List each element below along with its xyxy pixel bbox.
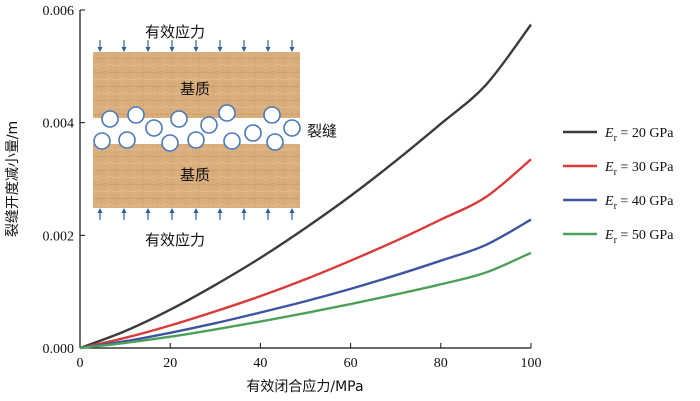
y-tick-label: 0.000 bbox=[43, 342, 75, 357]
pore-circle bbox=[283, 119, 301, 137]
matrix-label-bottom: 基质 bbox=[180, 166, 210, 184]
legend-eq: = bbox=[617, 194, 632, 209]
pore-circle bbox=[161, 134, 179, 152]
legend-value: 20 GPa bbox=[632, 126, 674, 141]
stress-arrows bbox=[97, 40, 295, 220]
arrow-head-bottom bbox=[265, 208, 271, 213]
x-axis-title: 有效闭合应力/MPa bbox=[246, 378, 363, 395]
fracture-pores bbox=[93, 104, 301, 152]
x-tick-label: 100 bbox=[521, 356, 542, 371]
arrow-head-top bbox=[121, 47, 127, 52]
arrow-head-top bbox=[97, 47, 103, 52]
matrix-block-bottom bbox=[93, 144, 300, 208]
matrix-block-top bbox=[93, 52, 300, 118]
arrow-head-top bbox=[289, 47, 295, 52]
pore-circle bbox=[127, 106, 145, 124]
x-tick-label: 60 bbox=[344, 356, 358, 371]
legend-label-2: Er = 40 GPa bbox=[604, 194, 674, 212]
series-line-1 bbox=[79, 158, 532, 350]
arrow-head-top bbox=[217, 47, 223, 52]
legend-eq: = bbox=[617, 160, 632, 175]
fracture-label: 裂缝 bbox=[307, 122, 337, 140]
x-tick-label: 20 bbox=[163, 356, 177, 371]
arrow-head-top bbox=[265, 47, 271, 52]
pore-circle bbox=[223, 132, 241, 150]
pore-circle bbox=[200, 116, 218, 134]
pore-circle bbox=[218, 104, 236, 122]
legend-symbol: E bbox=[604, 194, 614, 209]
pore-circle bbox=[145, 119, 163, 137]
x-tick-label: 0 bbox=[77, 356, 84, 371]
series-line-0 bbox=[79, 23, 532, 350]
axes bbox=[79, 10, 531, 349]
legend-eq: = bbox=[617, 126, 632, 141]
matrix-label-top: 基质 bbox=[180, 80, 210, 98]
arrow-head-bottom bbox=[97, 208, 103, 213]
legend-subscript: r bbox=[614, 167, 618, 178]
stress-label-top: 有效应力 bbox=[145, 23, 205, 41]
arrow-head-top bbox=[145, 47, 151, 52]
pore-circle bbox=[266, 133, 284, 151]
pore-circle bbox=[244, 124, 262, 142]
arrow-head-bottom bbox=[241, 208, 247, 213]
arrow-head-bottom bbox=[169, 208, 175, 213]
series-line-2 bbox=[79, 218, 532, 350]
legend-symbol: E bbox=[604, 160, 614, 175]
arrow-head-top bbox=[193, 47, 199, 52]
legend-subscript: r bbox=[614, 133, 618, 144]
legend-label-0: Er = 20 GPa bbox=[604, 126, 674, 144]
inset-schematic: 有效应力 基质 裂缝 基质 有效应力 bbox=[93, 23, 337, 249]
legend-label-3: Er = 50 GPa bbox=[604, 228, 674, 246]
y-tick-label: 0.002 bbox=[43, 229, 75, 244]
legend-value: 40 GPa bbox=[632, 194, 674, 209]
legend-label-1: Er = 30 GPa bbox=[604, 160, 674, 178]
y-tick-label: 0.004 bbox=[43, 117, 75, 132]
x-tick-label: 80 bbox=[434, 356, 448, 371]
series-line-3 bbox=[79, 251, 532, 350]
pore-circle bbox=[101, 110, 119, 128]
y-axis-title: 裂缝开度减小量/m bbox=[5, 121, 21, 237]
arrow-head-bottom bbox=[121, 208, 127, 213]
legend-subscript: r bbox=[614, 235, 618, 246]
x-tick-label: 40 bbox=[253, 356, 267, 371]
pore-circle bbox=[263, 106, 281, 124]
series-lines bbox=[79, 23, 532, 350]
y-tick-label: 0.006 bbox=[43, 4, 75, 19]
arrow-head-bottom bbox=[145, 208, 151, 213]
legend-value: 50 GPa bbox=[632, 228, 674, 243]
pore-circle bbox=[187, 131, 205, 149]
arrow-head-bottom bbox=[289, 208, 295, 213]
legend-value: 30 GPa bbox=[632, 160, 674, 175]
axis-ticks: 0 20 40 60 80 100 0.000 0.002 0.004 0.006 bbox=[43, 4, 542, 371]
stress-label-bottom: 有效应力 bbox=[145, 231, 205, 249]
arrow-head-bottom bbox=[217, 208, 223, 213]
arrow-head-bottom bbox=[193, 208, 199, 213]
pore-circle bbox=[170, 110, 188, 128]
legend-symbol: E bbox=[604, 228, 614, 243]
legend-subscript: r bbox=[614, 201, 618, 212]
arrow-head-top bbox=[241, 47, 247, 52]
pore-circle bbox=[118, 131, 136, 149]
legend-eq: = bbox=[617, 228, 632, 243]
arrow-head-top bbox=[169, 47, 175, 52]
legend-symbol: E bbox=[604, 126, 614, 141]
pore-circle bbox=[93, 132, 111, 150]
